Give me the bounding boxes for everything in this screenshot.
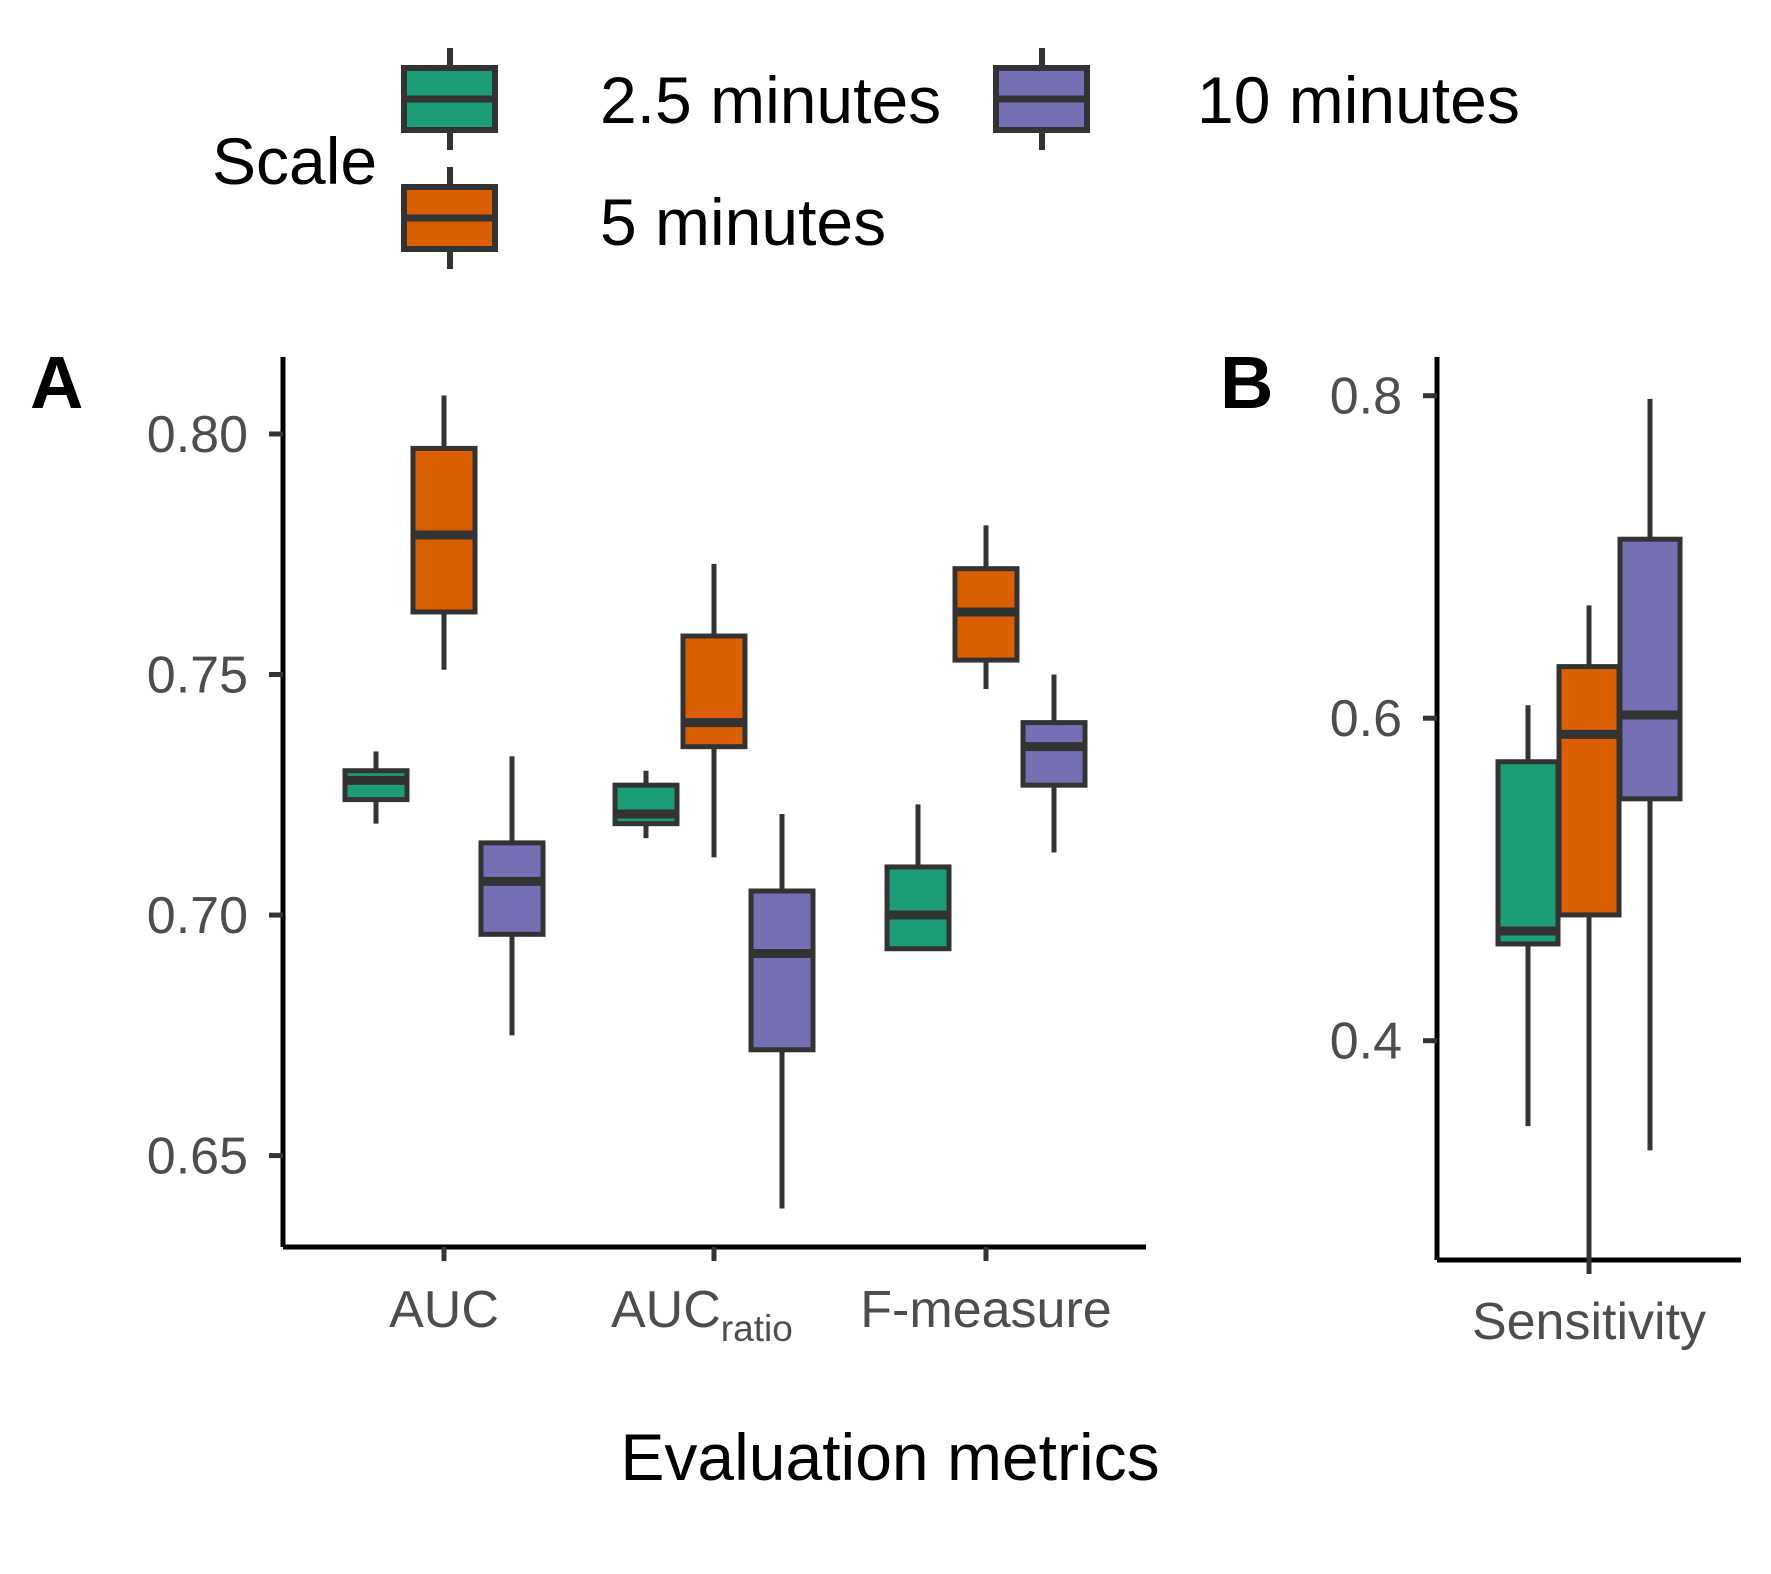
panel-a-box-auc-2-5-minutes-body <box>342 768 410 803</box>
panel-b-y-tick-label-0-8: 0.8 <box>1330 368 1402 426</box>
panel-a-box-auc-10-minutes-body <box>478 840 546 937</box>
panel-a-tag: A <box>30 341 83 424</box>
panel-a-y-tick-label-0-75: 0.75 <box>147 647 248 705</box>
panel-a-y-tick-label-0-70: 0.70 <box>147 887 248 945</box>
panel-b-tag: B <box>1220 341 1273 424</box>
x-tick-label-auc: AUC <box>389 1281 499 1339</box>
legend: Scale 2.5 minutes 5 minutes 10 minutes <box>212 48 1520 269</box>
panel-a-box-aucratio-5-minutes-body <box>680 633 748 750</box>
panel-a: 0.650.700.750.80 AUC AUCratio F-measure <box>147 357 1146 1349</box>
panel-b-box-sensitivity-10-minutes-body <box>1617 536 1683 802</box>
x-tick-label-aucratio-sub: ratio <box>721 1308 793 1349</box>
x-tick-label-f-measure: F-measure <box>860 1281 1111 1339</box>
x-tick-label-sensitivity: Sensitivity <box>1472 1293 1706 1351</box>
panel-b-box-sensitivity-5-minutes-body <box>1556 664 1622 918</box>
panel-b-y-tick-label-0-6: 0.6 <box>1330 690 1402 748</box>
panel-b-box-sensitivity-2-5-minutes-body <box>1495 759 1561 947</box>
panel-b-y-tick-label-0-4: 0.4 <box>1330 1013 1402 1071</box>
panel-a-y-tick-label-0-65: 0.65 <box>147 1128 248 1186</box>
legend-label-10-minutes: 10 minutes <box>1197 63 1520 137</box>
x-axis-title: Evaluation metrics <box>620 1420 1159 1494</box>
legend-label-2-5-minutes: 2.5 minutes <box>600 63 941 137</box>
panel-a-box-f-measure-10-minutes-body <box>1020 720 1088 788</box>
panel-a-box-aucratio-10-minutes-body <box>748 888 816 1053</box>
legend-label-5-minutes: 5 minutes <box>600 185 886 259</box>
panel-a-box-f-measure-2-5-minutes-body <box>884 864 952 952</box>
panel-a-box-auc-5-minutes-body <box>410 445 478 615</box>
x-tick-label-aucratio-main: AUC <box>611 1281 721 1339</box>
x-tick-label-aucratio: AUCratio <box>611 1281 793 1349</box>
legend-title: Scale <box>212 124 377 198</box>
panel-a-y-tick-label-0-80: 0.80 <box>147 406 248 464</box>
panel-b: 0.4 0.6 0.8 Sensitivity <box>1330 357 1741 1351</box>
